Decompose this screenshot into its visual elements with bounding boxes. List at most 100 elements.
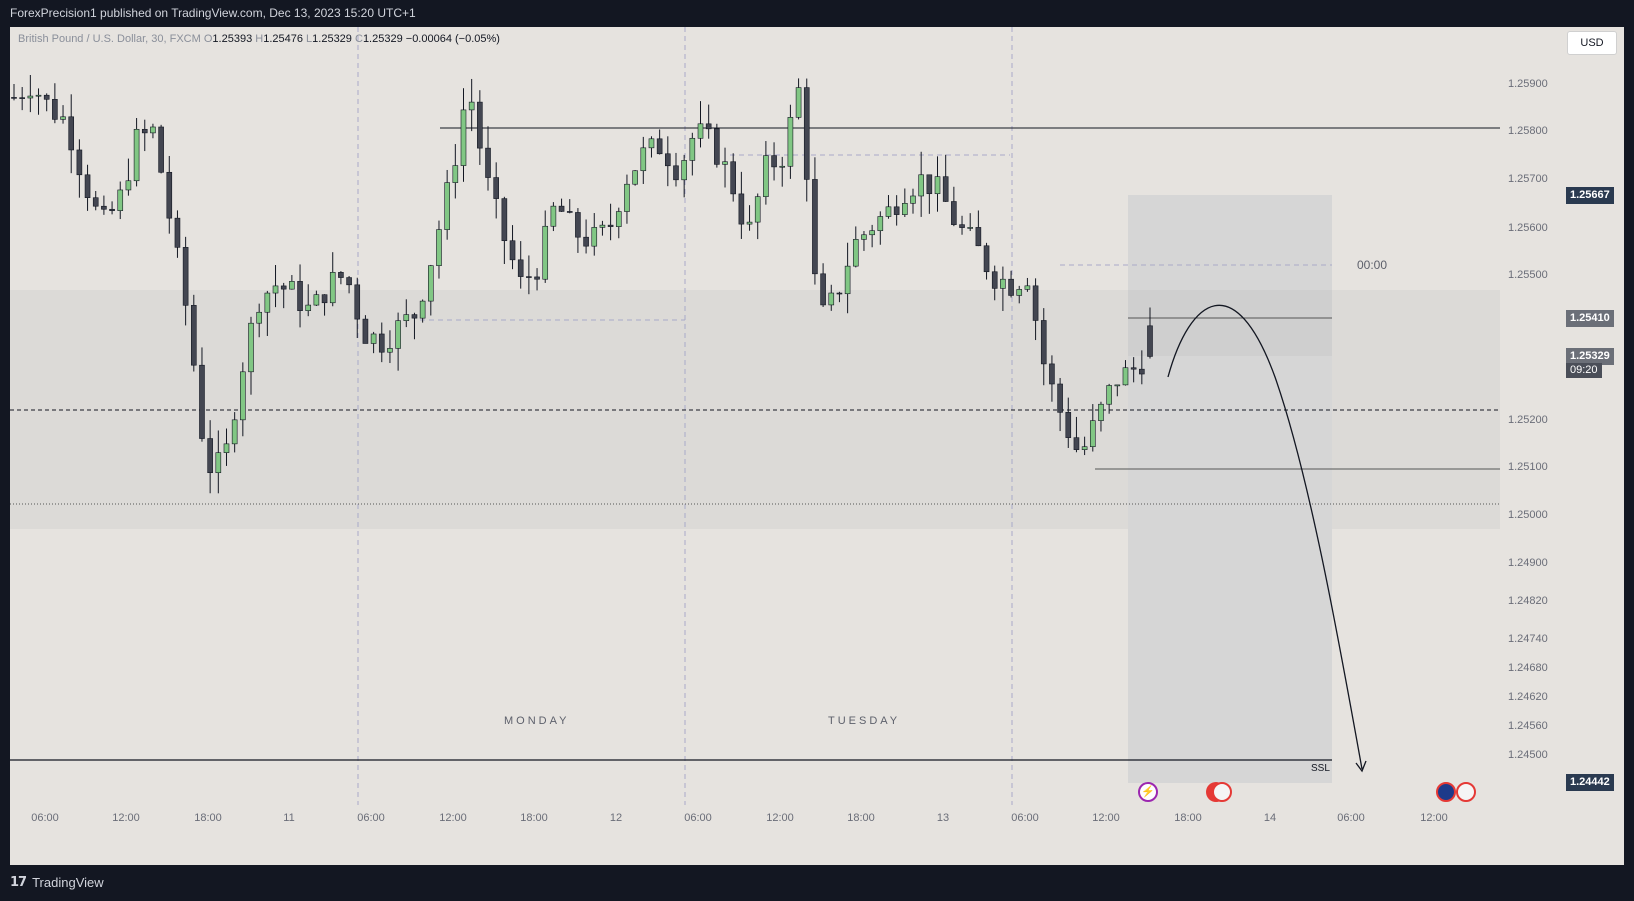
legend-open: 1.25393 bbox=[212, 33, 253, 45]
time-tick-label: 12:00 bbox=[766, 812, 794, 824]
price-tick-label: 1.24740 bbox=[1508, 633, 1548, 645]
bearish-candle bbox=[362, 318, 369, 344]
economic-event-icon[interactable]: ⚡ bbox=[1138, 782, 1158, 802]
currency-button[interactable]: USD bbox=[1567, 31, 1617, 55]
bullish-candle bbox=[689, 137, 696, 161]
legend-close: 1.25329 bbox=[362, 33, 403, 45]
price-tick-label: 1.25100 bbox=[1508, 461, 1548, 473]
bullish-candle bbox=[329, 272, 336, 304]
time-tick-label: 06:00 bbox=[1337, 812, 1365, 824]
time-annotation: 00:00 bbox=[1357, 258, 1388, 272]
bullish-candle bbox=[272, 285, 279, 294]
bullish-candle bbox=[828, 292, 835, 306]
price-tick-label: 1.24900 bbox=[1508, 557, 1548, 569]
bearish-candle bbox=[378, 333, 385, 353]
time-tick-label: 06:00 bbox=[357, 812, 385, 824]
time-tick-label: 11 bbox=[283, 812, 294, 824]
price-tag-last: 1.25329 bbox=[1566, 348, 1614, 365]
bullish-candle bbox=[1081, 446, 1088, 450]
bearish-candle bbox=[101, 205, 107, 210]
bearish-candle bbox=[19, 97, 25, 99]
price-tick-label: 1.24560 bbox=[1508, 720, 1548, 732]
price-tick-label: 1.24820 bbox=[1508, 595, 1548, 607]
bullish-candle bbox=[117, 189, 124, 211]
time-tick-label: 14 bbox=[1264, 812, 1276, 824]
bearish-candle bbox=[1008, 278, 1014, 296]
bearish-candle bbox=[820, 273, 826, 306]
bullish-candle bbox=[1106, 385, 1112, 405]
price-tick-label: 1.25600 bbox=[1508, 222, 1548, 234]
bullish-candle bbox=[722, 161, 728, 165]
chart-frame[interactable]: 1.25900 1.25800 1.25700 1.25600 1.25500 1.252… bbox=[10, 27, 1624, 865]
bearish-candle bbox=[1032, 285, 1039, 321]
bullish-candle bbox=[632, 170, 638, 185]
bullish-candle bbox=[1122, 367, 1129, 386]
time-tick-label: 18:00 bbox=[1174, 812, 1202, 824]
bearish-candle bbox=[812, 179, 818, 275]
bullish-candle bbox=[256, 311, 262, 324]
bullish-candle bbox=[1000, 278, 1006, 289]
bullish-candle bbox=[681, 160, 687, 181]
price-tick-label: 1.25800 bbox=[1508, 125, 1548, 137]
projection-arrow bbox=[1167, 304, 1363, 770]
bullish-candle bbox=[419, 300, 426, 319]
bullish-candle bbox=[787, 117, 794, 167]
bearish-candle bbox=[84, 174, 91, 199]
bearish-candle bbox=[566, 211, 573, 213]
bearish-candle bbox=[836, 292, 843, 295]
chart-canvas[interactable]: 1.25900 1.25800 1.25700 1.25600 1.25500 1.252… bbox=[10, 27, 1624, 865]
bullish-candle bbox=[428, 265, 434, 302]
bullish-candle bbox=[231, 419, 238, 445]
price-tag-box-top: 1.25667 bbox=[1566, 187, 1614, 204]
bullish-candle bbox=[264, 292, 271, 313]
bearish-candle bbox=[517, 259, 524, 277]
bearish-candle bbox=[280, 285, 287, 290]
bearish-candle bbox=[346, 277, 352, 286]
tradingview-brand[interactable]: 17 TradingView bbox=[10, 875, 104, 890]
bearish-candle bbox=[199, 364, 205, 439]
bearish-candle bbox=[534, 276, 540, 280]
bullish-candle bbox=[460, 109, 467, 166]
bearish-candle bbox=[1049, 363, 1055, 385]
bullish-candle bbox=[746, 221, 753, 225]
bearish-candle bbox=[1147, 325, 1153, 357]
time-tick-label: 13 bbox=[937, 812, 949, 824]
bullish-candle bbox=[1016, 289, 1023, 296]
day-label-monday: MONDAY bbox=[504, 715, 570, 727]
price-tick-label: 1.24620 bbox=[1508, 691, 1548, 703]
price-tick-label: 1.25900 bbox=[1508, 78, 1548, 90]
bearish-candle bbox=[942, 176, 949, 202]
bearish-candle bbox=[182, 247, 189, 306]
bullish-candle bbox=[852, 239, 859, 267]
bearish-candle bbox=[991, 271, 998, 289]
projection-box-upper bbox=[1128, 290, 1332, 356]
bearish-candle bbox=[738, 193, 745, 225]
bearish-candle bbox=[158, 126, 164, 173]
bearish-candle bbox=[509, 240, 516, 261]
bullish-candle bbox=[918, 174, 924, 197]
bearish-candle bbox=[321, 294, 328, 304]
bullish-candle bbox=[648, 138, 655, 149]
bearish-candle bbox=[975, 227, 982, 247]
bullish-candle bbox=[370, 333, 377, 344]
price-tick-label: 1.24500 bbox=[1508, 749, 1548, 761]
price-tick-label: 1.25500 bbox=[1508, 269, 1548, 281]
us-flag-event-icon[interactable] bbox=[1456, 782, 1476, 802]
bearish-candle bbox=[526, 276, 532, 278]
bullish-candle bbox=[599, 224, 606, 228]
bullish-candle bbox=[468, 101, 475, 111]
arrow-head bbox=[1355, 760, 1367, 773]
bearish-candle bbox=[926, 174, 933, 195]
us-flag-event-icon[interactable] bbox=[1212, 782, 1232, 802]
bearish-candle bbox=[1065, 412, 1072, 438]
bullish-candle bbox=[313, 294, 320, 306]
bullish-candle bbox=[452, 165, 459, 183]
bullish-candle bbox=[133, 128, 140, 182]
uk-flag-event-icon[interactable] bbox=[1436, 782, 1456, 802]
legend-c-key: C bbox=[354, 33, 363, 45]
candles-group bbox=[11, 74, 1153, 494]
bullish-candle bbox=[436, 229, 442, 266]
bar-countdown: 09:20 bbox=[1566, 363, 1602, 378]
bearish-candle bbox=[501, 198, 508, 242]
time-tick-label: 06:00 bbox=[684, 812, 712, 824]
